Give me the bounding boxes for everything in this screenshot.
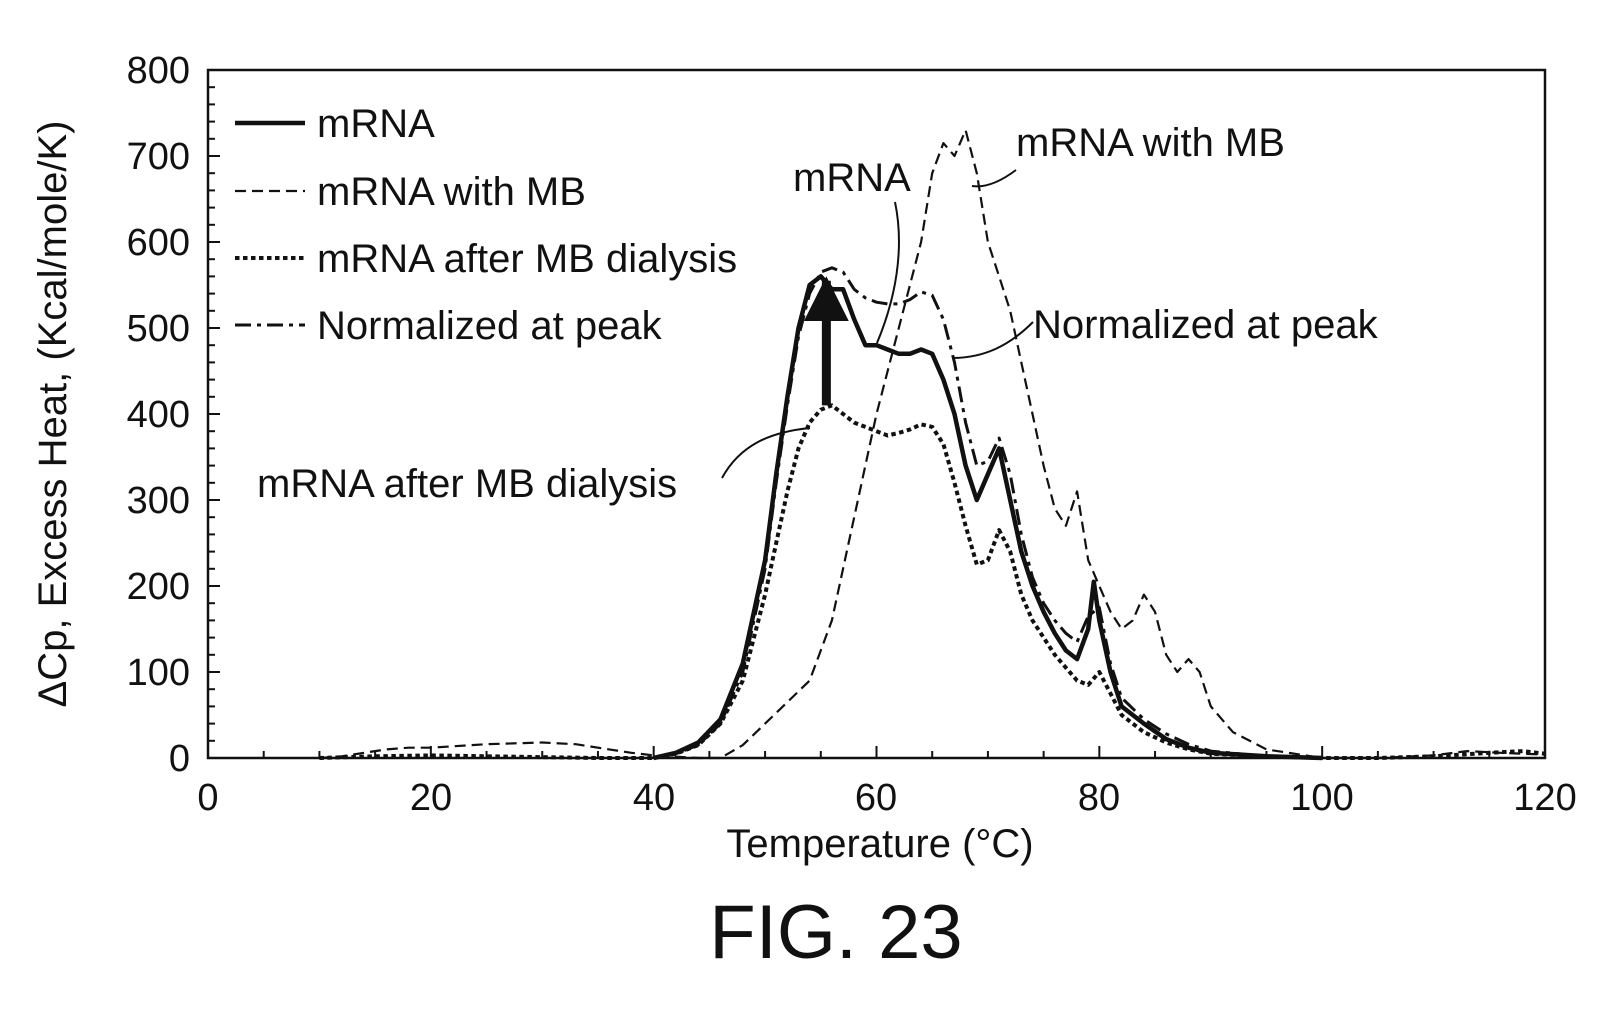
leader-mrna	[876, 201, 900, 344]
series-layer	[319, 129, 1546, 761]
series-line-mrna-after-mb-dialysis	[319, 403, 1546, 760]
y-tick-label: 700	[127, 136, 190, 178]
y-axis-title: ΔCp, Excess Heat, (Kcal/mole/K)	[31, 121, 75, 708]
legend: mRNA mRNA with MB mRNA after MB dialysis…	[235, 102, 737, 348]
annotation-normalized: Normalized at peak	[1033, 303, 1379, 347]
series-line-mrna-with-mb	[319, 129, 1546, 760]
x-tick-label: 120	[1513, 777, 1576, 819]
legend-label: mRNA with MB	[317, 170, 586, 214]
leader-after-dialysis	[721, 427, 811, 479]
leader-mrna-with-mb	[971, 169, 1017, 188]
y-tick-label: 400	[127, 394, 190, 436]
y-tick-label: 300	[127, 480, 190, 522]
x-tick-label: 80	[1078, 777, 1120, 819]
y-tick-label: 800	[127, 50, 190, 92]
figure-caption: FIG. 23	[709, 890, 962, 975]
leader-normalized	[951, 321, 1034, 359]
x-tick-label: 20	[410, 777, 452, 819]
y-tick-label: 0	[169, 738, 190, 780]
x-tick-label: 100	[1290, 777, 1353, 819]
series-line-mrna	[653, 274, 1323, 761]
legend-label: mRNA	[317, 102, 435, 146]
y-tick-label: 500	[127, 308, 190, 350]
y-tick-label: 600	[127, 222, 190, 264]
x-tick-label: 40	[633, 777, 675, 819]
y-tick-label: 200	[127, 566, 190, 608]
x-tick-label: 60	[855, 777, 897, 819]
x-tick-label: 0	[197, 777, 218, 819]
annotation-mrna: mRNA	[793, 156, 911, 200]
x-tick-labels: 0 20 40 60 80 100 120	[197, 777, 1576, 819]
y-tick-labels: 0 100 200 300 400 500 600 700 800	[127, 50, 190, 780]
legend-label: Normalized at peak	[317, 304, 663, 348]
legend-label: mRNA after MB dialysis	[317, 237, 737, 281]
annotation-after-dialysis: mRNA after MB dialysis	[257, 462, 677, 506]
x-axis-title: Temperature (°C)	[726, 822, 1033, 866]
annotation-mrna-with-mb: mRNA with MB	[1016, 121, 1285, 165]
y-tick-label: 100	[127, 652, 190, 694]
